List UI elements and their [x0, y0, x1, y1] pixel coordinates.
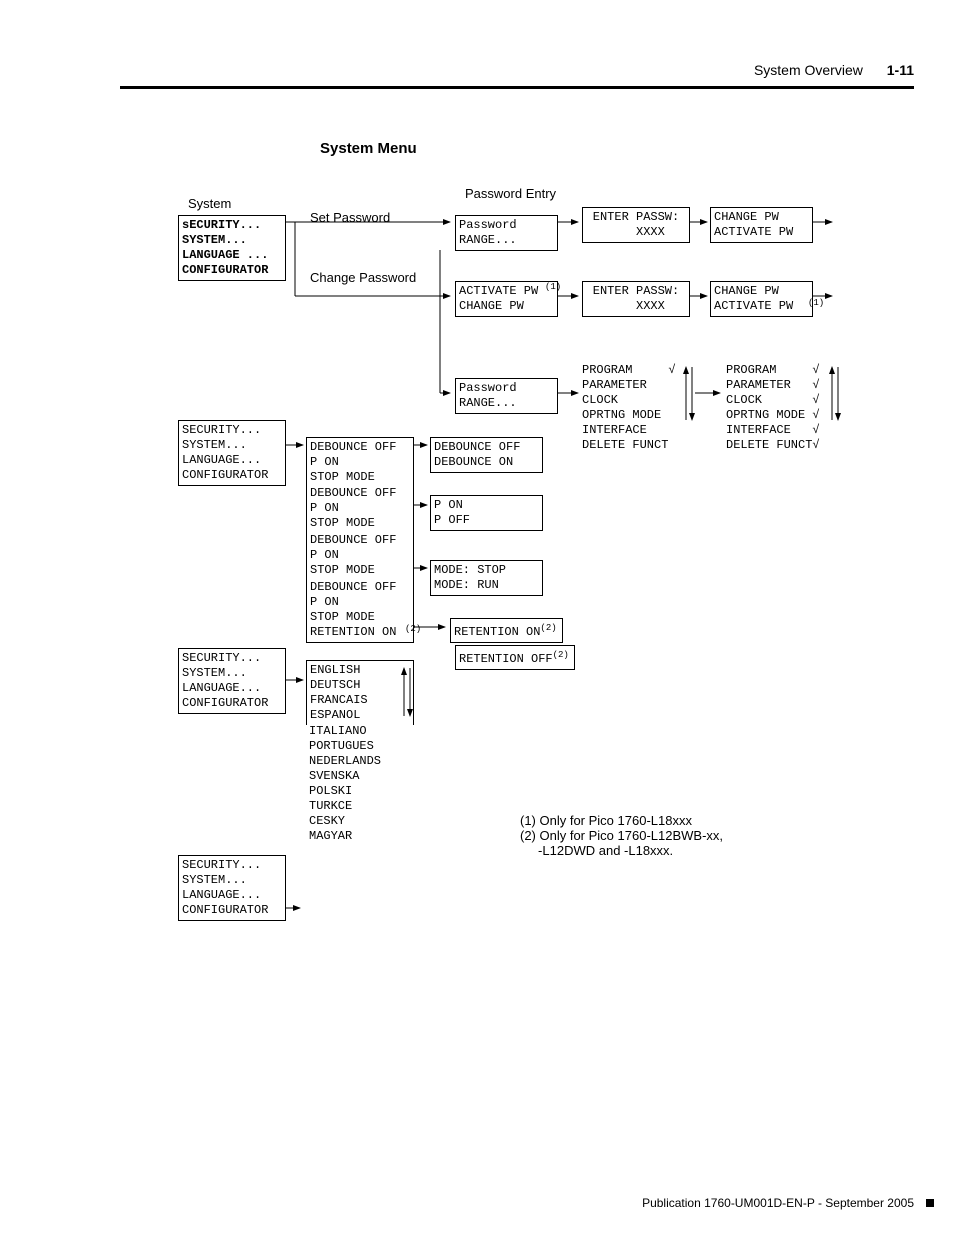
- section-name: System Overview: [754, 62, 863, 78]
- main-menu-3: SECURITY... SYSTEM... LANGUAGE... CONFIG…: [178, 648, 286, 714]
- activate-pw-box: ACTIVATE PW CHANGE PW: [455, 281, 558, 317]
- p-options: P ON P OFF: [430, 495, 543, 531]
- footnote-1b: (1): [808, 296, 824, 311]
- password-entry-label: Password Entry: [465, 186, 556, 201]
- page-number: 1-11: [887, 62, 914, 78]
- languages-box: ENGLISH DEUTSCH FRANCAIS ESPANOL: [306, 660, 414, 725]
- main-menu-1-text: sECURITY... SYSTEM... LANGUAGE ... CONFI…: [182, 218, 268, 277]
- system-label: System: [188, 196, 231, 211]
- retention-on: RETENTION ON(2): [450, 618, 563, 643]
- enter-passw-1: ENTER PASSW: XXXX: [582, 207, 690, 243]
- debounce-options: DEBOUNCE OFF DEBOUNCE ON: [430, 437, 543, 473]
- header-text: System Overview 1-11: [754, 62, 914, 78]
- range-left: PROGRAM √ PARAMETER CLOCK OPRTNG MODE IN…: [582, 363, 676, 453]
- languages-rest: ITALIANO PORTUGUES NEDERLANDS SVENSKA PO…: [309, 724, 381, 844]
- footer-dot: [926, 1199, 934, 1207]
- change-pw-2: CHANGE PW ACTIVATE PW: [710, 281, 813, 317]
- header-rule: [120, 86, 914, 89]
- page-title: System Menu: [320, 140, 417, 157]
- system-sub-a: DEBOUNCE OFF P ON STOP MODE: [306, 437, 414, 488]
- retention-off: RETENTION OFF(2): [455, 645, 575, 670]
- password-range-1: Password RANGE...: [455, 215, 558, 251]
- enter-passw-2: ENTER PASSW: XXXX: [582, 281, 690, 317]
- system-sub-d: DEBOUNCE OFF P ON STOP MODE RETENTION ON: [306, 578, 414, 643]
- footnote-1a: (1): [545, 280, 561, 295]
- main-menu-2: SECURITY... SYSTEM... LANGUAGE... CONFIG…: [178, 420, 286, 486]
- system-sub-b: DEBOUNCE OFF P ON STOP MODE: [306, 484, 414, 534]
- change-pw-1: CHANGE PW ACTIVATE PW: [710, 207, 813, 243]
- change-password-label: Change Password: [310, 270, 416, 285]
- range-right: PROGRAM √ PARAMETER √ CLOCK √ OPRTNG MOD…: [726, 363, 820, 453]
- notes: (1) Only for Pico 1760-L18xxx (2) Only f…: [520, 813, 723, 858]
- main-menu-4: SECURITY... SYSTEM... LANGUAGE... CONFIG…: [178, 855, 286, 921]
- system-sub-c: DEBOUNCE OFF P ON STOP MODE: [306, 531, 414, 581]
- password-range-2: Password RANGE...: [455, 378, 558, 414]
- mode-options: MODE: STOP MODE: RUN: [430, 560, 543, 596]
- main-menu-1: sECURITY... SYSTEM... LANGUAGE ... CONFI…: [178, 215, 286, 281]
- footer-text: Publication 1760-UM001D-EN-P - September…: [642, 1196, 914, 1210]
- set-password-label: Set Password: [310, 210, 390, 225]
- footnote-2a: (2): [405, 622, 421, 637]
